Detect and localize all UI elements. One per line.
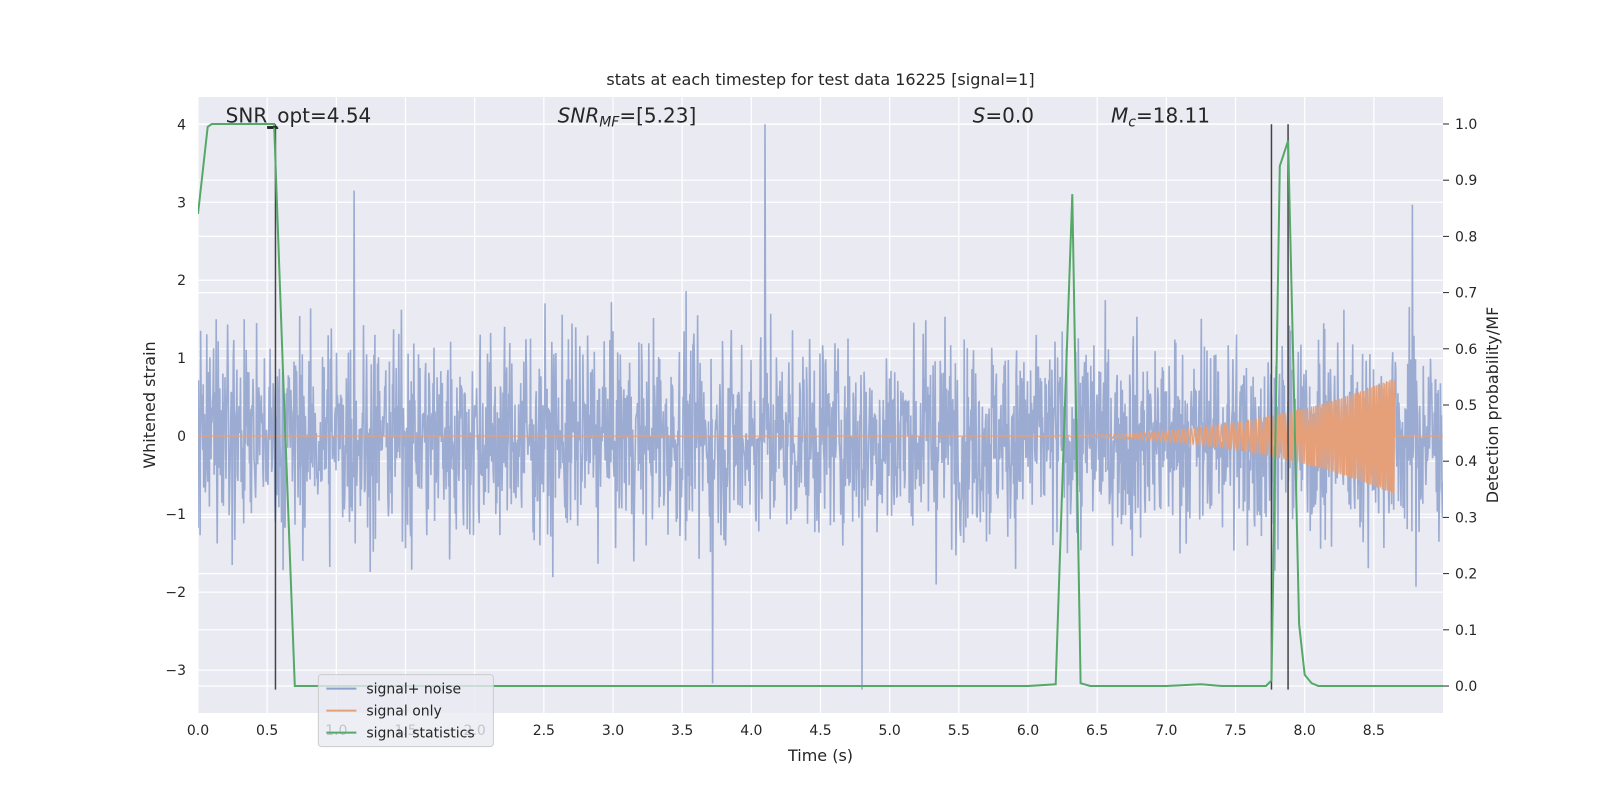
x-tick-label: 6.5 <box>1086 723 1108 739</box>
x-tick-label: 0.0 <box>187 723 209 739</box>
snr-mf-sub: MF <box>599 114 620 130</box>
x-tick-label: 5.0 <box>879 723 901 739</box>
y2-tick-label: 0.9 <box>1455 173 1477 189</box>
legend-label: signal+ noise <box>366 682 461 698</box>
s-value: =0.0 <box>985 103 1034 127</box>
y-tick-label: 3 <box>177 195 186 211</box>
mc-sub: c <box>1128 114 1136 130</box>
x-tick-label: 0.5 <box>256 723 278 739</box>
x-tick-label: 4.0 <box>740 723 762 739</box>
x-tick-label: 2.5 <box>533 723 555 739</box>
mc-value: =18.11 <box>1136 103 1210 127</box>
signal-only-trace <box>198 379 1443 495</box>
x-tick-label: 4.5 <box>809 723 831 739</box>
y-tick-label: −2 <box>165 585 186 601</box>
y2-tick-label: 0.6 <box>1455 342 1477 358</box>
chart-title: stats at each timestep for test data 162… <box>606 70 1034 89</box>
x-tick-label: 8.0 <box>1294 723 1316 739</box>
y2-tick-label: 1.0 <box>1455 117 1477 133</box>
legend-label: signal statistics <box>366 726 474 742</box>
annotations: SNR_opt=4.54 SNRMF=[5.23] S=0.0 Mc=18.11 <box>226 103 1210 130</box>
snr-mf-main: SNR <box>558 103 600 127</box>
legend-box <box>317 674 494 748</box>
s-annotation: S=0.0 <box>973 103 1034 127</box>
legend-label: signal only <box>366 704 441 720</box>
x-axis-label: Time (s) <box>787 746 853 765</box>
y-tick-label: 2 <box>177 273 186 289</box>
y2-tick-label: 0.8 <box>1455 229 1477 245</box>
y2-tick-label: 0.4 <box>1455 454 1477 470</box>
y2-tick-label: 0.7 <box>1455 286 1477 302</box>
snr-mf-value: =[5.23] <box>619 103 696 127</box>
mc-annotation: Mc=18.11 <box>1111 103 1210 130</box>
y-axis-label: Whitened strain <box>140 341 159 468</box>
y2-tick-label: 0.2 <box>1455 567 1477 583</box>
y2-tick-label: 0.1 <box>1455 623 1477 639</box>
y-tick-label: 0 <box>177 429 186 445</box>
y-tick-label: 4 <box>177 117 186 133</box>
y2-axis-label: Detection probability/MF <box>1483 307 1502 504</box>
y-tick-label: 1 <box>177 351 186 367</box>
x-tick-label: 7.5 <box>1224 723 1246 739</box>
x-tick-label: 7.0 <box>1155 723 1177 739</box>
x-tick-label: 3.0 <box>602 723 624 739</box>
s-main: S <box>973 103 986 127</box>
legend: signal+ noise signal only signal statistic… <box>317 674 494 748</box>
y-tick-label: −3 <box>165 663 186 679</box>
y2-tick-label: 0.3 <box>1455 510 1477 526</box>
snr-opt-annotation: SNR_opt=4.54 <box>226 103 372 127</box>
signal-statistics-line <box>198 123 1443 687</box>
y-tick-label: −1 <box>165 507 186 523</box>
y2-tick-label: 0.5 <box>1455 398 1477 414</box>
x-tick-label: 8.5 <box>1363 723 1385 739</box>
y2-tick-label: 0.0 <box>1455 679 1477 695</box>
x-tick-label: 6.0 <box>1017 723 1039 739</box>
x-tick-label: 5.5 <box>948 723 970 739</box>
traces <box>198 123 1443 690</box>
ticks: 0.00.51.01.52.02.53.03.54.04.55.05.56.06… <box>165 117 1477 739</box>
snr-mf-annotation: SNRMF=[5.23] <box>558 103 697 130</box>
mc-main: M <box>1111 103 1128 127</box>
x-tick-label: 3.5 <box>671 723 693 739</box>
